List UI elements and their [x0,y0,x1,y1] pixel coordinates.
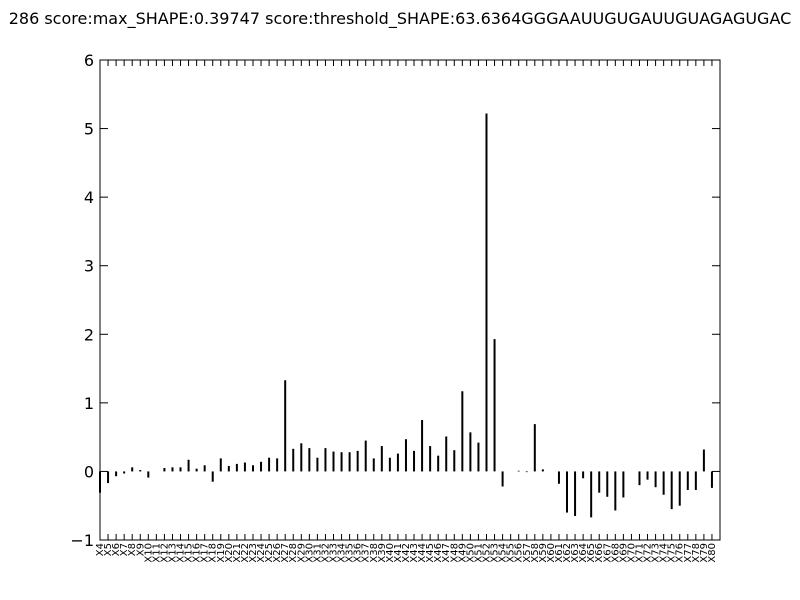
x-tick-label: X40 [385,543,396,563]
x-tick-label: X52 [481,543,492,563]
x-tick-label: X24 [256,543,267,563]
x-tick-label: X27 [280,543,291,563]
x-tick-label: X70 [626,543,637,563]
x-tick-label: X66 [594,543,605,563]
x-tick-label: X30 [304,543,315,563]
x-tick-label: X51 [473,543,484,563]
x-tick-label: X80 [707,543,718,563]
x-tick-label: X77 [683,543,694,563]
x-tick-label: X21 [232,543,243,563]
x-tick-label: X35 [345,543,356,563]
x-tick-label: X60 [546,543,557,563]
x-tick-label: X29 [296,543,307,563]
x-tick-label: X38 [369,543,380,563]
x-tick-label: X41 [393,543,404,563]
x-tick-label: X32 [320,543,331,563]
x-tick-label: X7 [119,543,130,556]
y-tick-label: 2 [84,325,94,344]
y-tick-label: 3 [84,257,94,276]
x-tick-label: X72 [643,543,654,563]
x-tick-label: X53 [490,543,501,563]
x-tick-label: X12 [159,543,170,563]
x-tick-label: X63 [570,543,581,563]
x-tick-label: X64 [578,543,589,563]
x-tick-label: X14 [176,543,187,563]
x-tick-label: X74 [659,543,670,563]
y-tick-label: 1 [84,394,94,413]
x-tick-label: X13 [167,543,178,563]
x-tick-label: X4 [95,543,106,556]
x-tick-label: X11 [151,543,162,563]
x-tick-label: X56 [514,543,525,563]
x-tick-label: X49 [457,543,468,563]
x-tick-label: X54 [498,543,509,563]
x-tick-label: X6 [111,543,122,556]
x-tick-label: X20 [224,543,235,563]
x-tick-label: X37 [361,543,372,563]
x-tick-label: X55 [506,543,517,563]
y-tick-label: 4 [84,188,94,207]
x-tick-label: X33 [329,543,340,563]
x-tick-label: X71 [634,543,645,563]
x-tick-label: X62 [562,543,573,563]
x-tick-label: X31 [312,543,323,563]
x-tick-label: X43 [409,543,420,563]
x-tick-label: X45 [425,543,436,563]
x-tick-label: X25 [264,543,275,563]
x-tick-label: X65 [586,543,597,563]
x-tick-label: X17 [200,543,211,563]
y-tick-label: 6 [84,51,94,70]
y-tick-label: 5 [84,120,94,139]
x-tick-label: X50 [465,543,476,563]
x-tick-label: X36 [353,543,364,563]
x-tick-label: X8 [127,543,138,556]
x-tick-label: X23 [248,543,259,563]
bars-group [99,113,713,518]
x-tick-label: X58 [530,543,541,563]
x-tick-label: X5 [103,543,114,556]
x-tick-label: X57 [522,543,533,563]
y-tick-label: −1 [70,531,94,550]
x-tick-label: X34 [337,543,348,563]
x-tick-label: X78 [691,543,702,563]
x-tick-label: X76 [675,543,686,563]
x-tick-label: X79 [699,543,710,563]
x-tick-label: X16 [192,543,203,563]
x-tick-label: X18 [208,543,219,563]
x-tick-label: X48 [449,543,460,563]
x-tick-label: X39 [377,543,388,563]
x-tick-label: X68 [610,543,621,563]
x-tick-label: X44 [417,543,428,563]
x-tick-label: X22 [240,543,251,563]
x-tick-label: X67 [602,543,613,563]
x-tick-label: X61 [554,543,565,563]
x-tick-label: X28 [288,543,299,563]
x-tick-label: X75 [667,543,678,563]
x-tick-label: X73 [651,543,662,563]
y-tick-label: 0 [84,462,94,481]
x-tick-label: X10 [143,543,154,563]
x-tick-label: X42 [401,543,412,563]
x-axis: X4X5X6X7X8X9X10X11X12X13X14X15X16X17X18X… [95,60,718,563]
chart-title: 286 score:max_SHAPE:0.39747 score:thresh… [9,9,792,29]
x-tick-label: X9 [135,543,146,556]
x-tick-label: X47 [441,543,452,563]
x-tick-label: X46 [433,543,444,563]
x-tick-label: X26 [272,543,283,563]
x-tick-label: X15 [184,543,195,563]
x-tick-label: X69 [618,543,629,563]
x-tick-label: X59 [538,543,549,563]
x-tick-label: X19 [216,543,227,563]
plot-frame [99,59,721,541]
